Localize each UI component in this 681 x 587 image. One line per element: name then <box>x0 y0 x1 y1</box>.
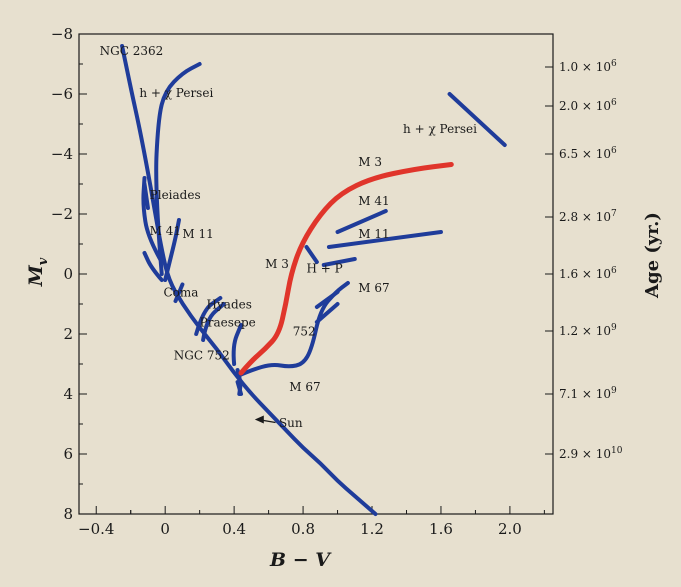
label-ngc752-right: 752 <box>293 325 316 339</box>
series-hyades <box>194 296 223 336</box>
series-m11-right2 <box>321 257 357 267</box>
series-coma <box>173 282 185 303</box>
svg-text:Age (yr.): Age (yr.) <box>642 212 663 299</box>
age-tick-label: 2.0 × 106 <box>559 98 617 113</box>
age-tick-label: 7.1 × 109 <box>559 386 617 401</box>
series-zams <box>120 44 378 516</box>
label-hp: H + P <box>307 262 343 276</box>
y-tick-label: 8 <box>63 505 73 523</box>
series-pleiades <box>141 176 164 264</box>
label-ngc2362: NGC 2362 <box>100 44 164 58</box>
series-ngc752-right2 <box>314 290 340 309</box>
x-tick-label: 0.8 <box>291 520 315 538</box>
left-axis: −8 −6 −4 −2 0 2 4 6 8 <box>51 25 87 523</box>
series-m3-red <box>238 162 454 376</box>
x-tick-label: 1.6 <box>429 520 453 538</box>
y-axis-title-sub: v <box>36 257 51 265</box>
x-tick-label: 2.0 <box>498 520 522 538</box>
y-tick-label: 0 <box>63 265 73 283</box>
y-tick-label: 6 <box>63 445 73 463</box>
series-m41-left <box>142 251 164 282</box>
label-m41-right: M 41 <box>358 194 389 208</box>
label-hxper-left: h + χ Persei <box>139 86 213 100</box>
series-m41-right <box>335 209 388 234</box>
y-tick-label: −8 <box>51 25 73 43</box>
y-tick-label: −4 <box>51 145 73 163</box>
y-axis-title: Mv <box>25 257 51 287</box>
sun-arrow-head <box>254 415 264 424</box>
series-m11-left <box>163 218 181 282</box>
age-tick-label: 1.2 × 109 <box>559 323 617 338</box>
series-m11-right <box>326 230 443 249</box>
label-m11-left: M 11 <box>182 227 213 241</box>
label-hyades: Hyades <box>207 298 252 312</box>
series-ngc752-right <box>314 302 340 324</box>
x-tick-label: 0 <box>160 520 170 538</box>
y-tick-label: 2 <box>63 325 73 343</box>
age-tick-label: 1.0 × 106 <box>559 59 617 74</box>
label-hxper-right: h + χ Persei <box>403 122 477 136</box>
label-m3-mid: M 3 <box>265 257 289 271</box>
series-praesepe <box>201 302 226 342</box>
series-ngc2362 <box>154 62 202 276</box>
label-m41-left: M 41 <box>150 224 181 238</box>
series-hxper-right <box>447 92 507 147</box>
label-m3-top: M 3 <box>358 155 382 169</box>
y-tick-label: 4 <box>63 385 73 403</box>
x-axis-title: B − V <box>269 549 332 571</box>
label-praesepe: Praesepe <box>200 316 256 330</box>
age-tick-label: 2.8 × 107 <box>559 209 617 224</box>
label-sun: Sun <box>279 416 303 430</box>
x-tick-label: 0.4 <box>222 520 246 538</box>
series-m3-blue <box>235 368 243 396</box>
right-age-axis: 1.0 × 106 2.0 × 106 6.5 × 106 2.8 × 107 1.6 … <box>545 59 623 461</box>
label-m11-right: M 11 <box>358 227 389 241</box>
series-ngc752-left <box>231 323 244 366</box>
age-tick-label: 6.5 × 106 <box>559 146 617 161</box>
label-pleiades: Pleiades <box>150 188 201 202</box>
label-m67-low: M 67 <box>289 380 320 394</box>
y-tick-label: −6 <box>51 85 73 103</box>
series-hp <box>304 245 319 264</box>
x-tick-label: −0.4 <box>78 520 114 538</box>
annotation-layer: NGC 2362 h + χ Persei h + χ Persei M 3 Pleia… <box>100 44 477 430</box>
label-m67-right: M 67 <box>358 281 389 295</box>
bottom-axis: −0.4 0 0.4 0.8 1.2 1.6 2.0 <box>78 506 545 538</box>
x-tick-label: 1.2 <box>360 520 384 538</box>
age-tick-label: 2.9 × 1010 <box>559 446 623 461</box>
label-ngc752-left: NGC 752 <box>174 349 230 363</box>
series-layer <box>120 44 507 516</box>
y-tick-label: −2 <box>51 205 73 223</box>
age-tick-label: 1.6 × 106 <box>559 266 617 281</box>
svg-text:Mv: Mv <box>25 257 51 287</box>
label-coma: Coma <box>163 286 198 300</box>
y2-axis-title: Age (yr.) <box>642 212 663 299</box>
y-axis-title-main: M <box>25 264 47 287</box>
